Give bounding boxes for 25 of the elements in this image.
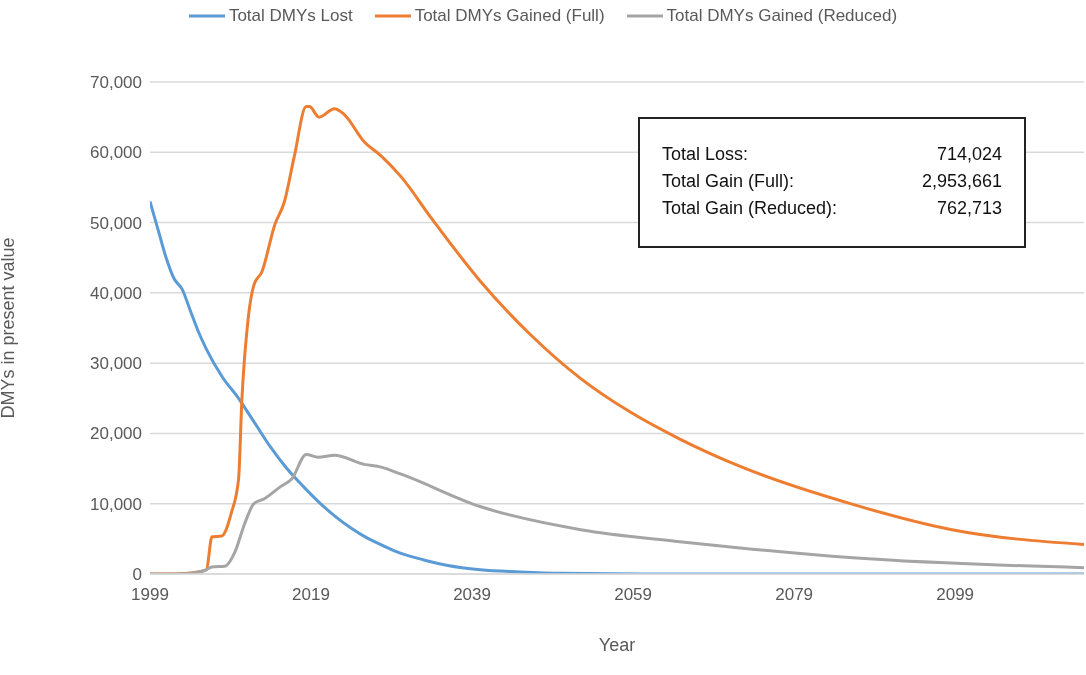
y-tick-label: 30,000 [90,354,142,374]
x-axis-title: Year [598,635,636,655]
y-tick-label: 40,000 [90,283,142,303]
y-tick-label: 10,000 [90,494,142,514]
annotation: Total Gain (Reduced): [662,198,838,219]
x-tick-label: 2079 [775,585,814,605]
legend-label: Total DMYs Gained (Full) [414,6,605,26]
annotation: Total Gain (Full): [662,171,795,192]
legend-label: Total DMYs Gained (Reduced) [666,6,898,26]
x-tick-label: 2039 [453,585,491,605]
annotation: 762,713 [936,198,1002,219]
y-tick-label: 70,000 [90,73,142,93]
annotation: Total Loss: [662,144,749,165]
annotation: 714,024 [936,144,1002,165]
y-tick-label: 50,000 [90,213,142,233]
x-tick-label: 1999 [131,585,169,605]
y-tick-label: 0 [132,565,142,585]
x-tick-label: 2019 [292,585,330,605]
y-tick-label: 20,000 [90,424,142,444]
legend-label: Total DMYs Lost [228,6,353,26]
x-tick-label: 2059 [614,585,653,605]
y-tick-label: 60,000 [90,143,142,163]
y-axis-title: DMYs in present value [0,237,19,419]
annotation: 2,953,661 [921,171,1002,192]
x-tick-label: 2099 [936,585,975,605]
